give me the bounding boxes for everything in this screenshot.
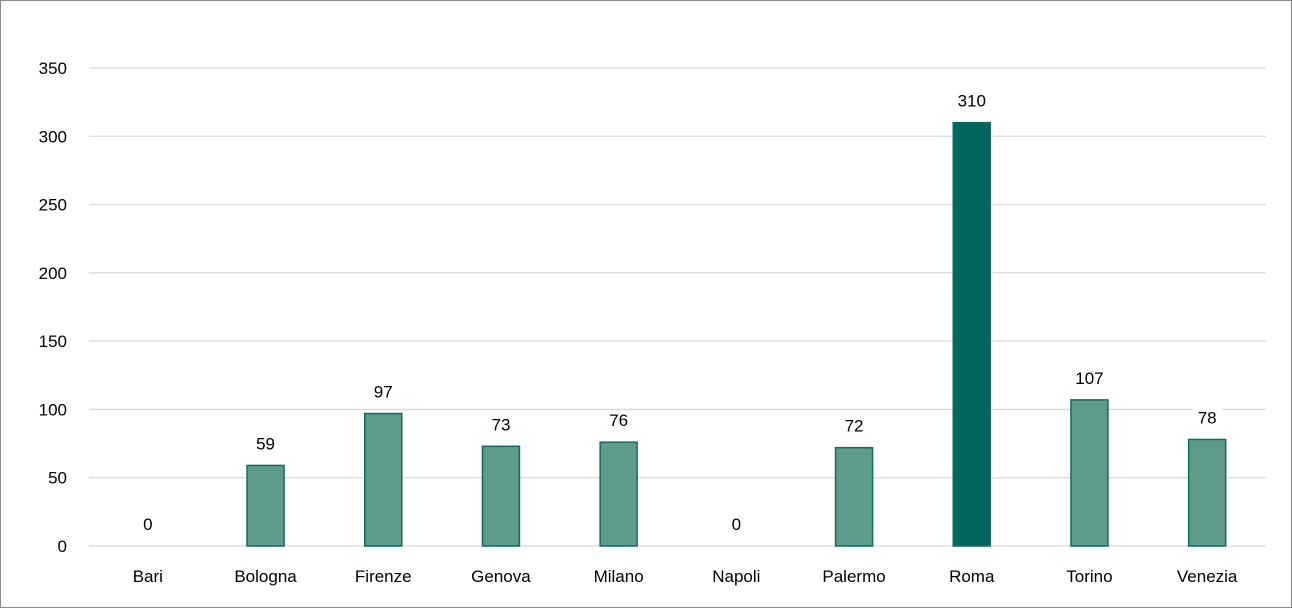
y-tick-label: 300 [39,127,67,146]
data-label-background [951,91,992,113]
bar-roma [952,121,991,547]
category-label-venezia: Venezia [1177,567,1238,586]
gridlines [89,67,1266,547]
data-label-roma: 310 [958,92,986,111]
category-label-roma: Roma [949,567,995,586]
category-label-genova: Genova [471,567,531,586]
data-label-background [1069,368,1110,390]
data-label-background [250,434,281,456]
data-label-firenze: 97 [374,383,393,402]
y-tick-label: 150 [39,332,67,351]
x-axis-category-labels: Bari Bologna Firenze Genova Milano Napoli Pale… [133,567,1238,586]
bar-firenze [364,412,403,547]
data-label-background [1192,408,1223,430]
data-labels: 0 59 97 73 76 0 72 310 107 78 [137,91,1223,536]
bar-torino [1070,399,1109,547]
data-label-background [603,411,634,433]
category-label-palermo: Palermo [822,567,885,586]
category-label-torino: Torino [1066,567,1112,586]
data-label-background [137,515,158,536]
data-label-napoli: 0 [732,515,741,534]
bar-genova [481,445,521,547]
bars [246,121,1227,547]
category-label-milano: Milano [594,567,644,586]
data-label-background [839,416,870,438]
data-label-genova: 73 [491,415,510,434]
y-tick-label: 100 [39,400,67,419]
y-axis-tick-labels: 0 50 100 150 200 250 300 350 [39,59,67,556]
data-label-background [485,415,516,437]
y-tick-label: 0 [58,537,67,556]
bar-palermo [834,446,874,547]
data-label-venezia: 78 [1198,408,1217,427]
category-label-bari: Bari [133,567,163,586]
data-label-torino: 107 [1075,369,1103,388]
data-label-palermo: 72 [845,417,864,436]
y-tick-label: 50 [48,469,67,488]
data-label-milano: 76 [609,411,628,430]
y-tick-label: 200 [39,264,67,283]
category-label-firenze: Firenze [355,567,412,586]
category-label-bologna: Bologna [234,567,297,586]
y-tick-label: 250 [39,196,67,215]
y-tick-label: 350 [39,59,67,78]
bar-venezia [1187,438,1227,547]
data-label-bari: 0 [143,515,152,534]
data-label-background [726,515,747,536]
bar-milano [599,441,638,547]
bar-bologna [246,464,285,547]
category-label-napoli: Napoli [712,567,760,586]
data-label-background [368,382,399,404]
data-label-bologna: 59 [256,434,275,453]
